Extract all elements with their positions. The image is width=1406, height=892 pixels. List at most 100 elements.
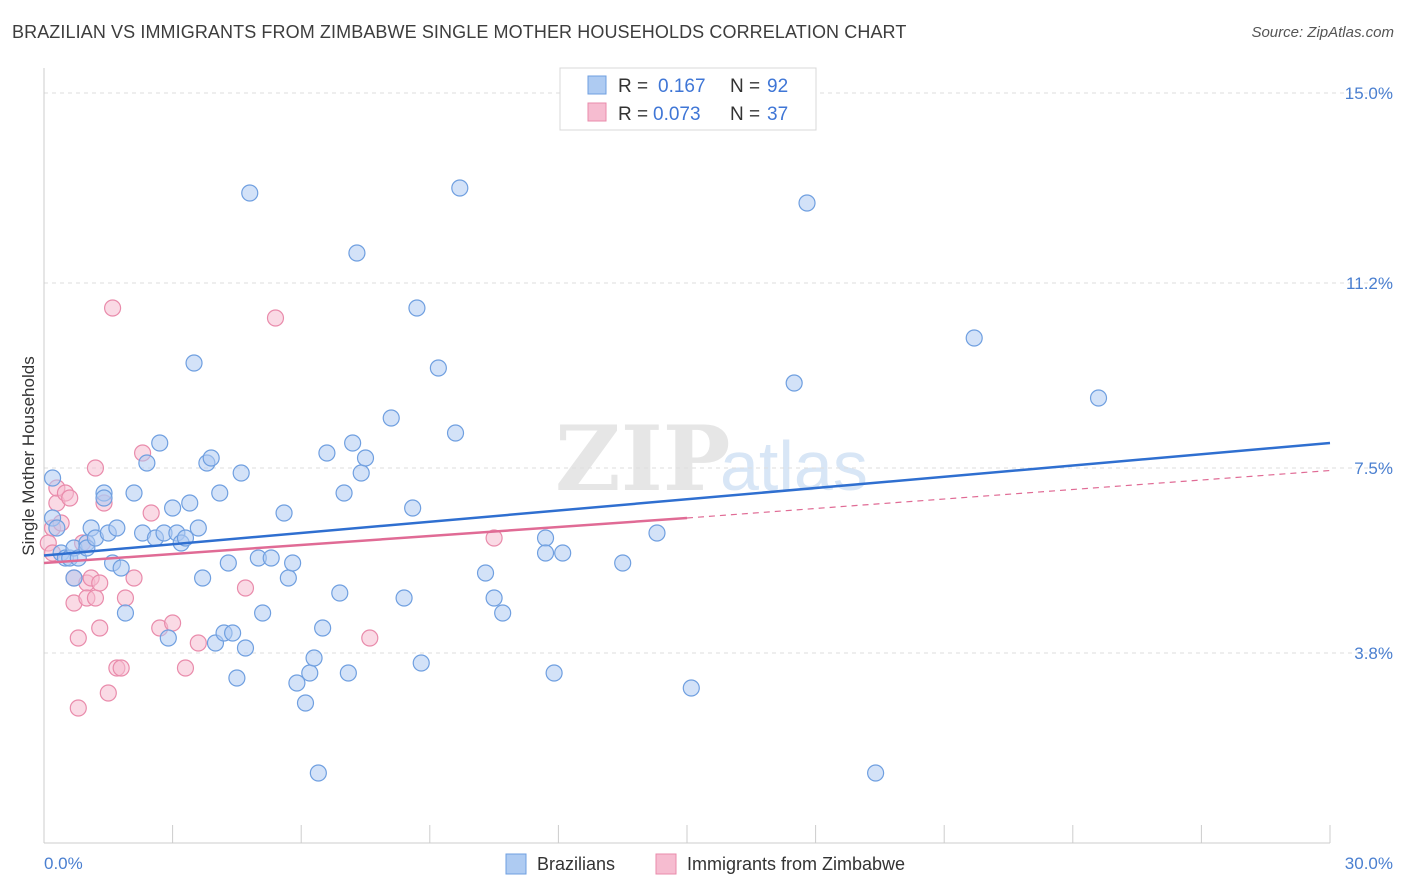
brazilian-point <box>536 544 555 562</box>
brazilian-point <box>138 454 156 472</box>
brazilian-point <box>785 374 803 392</box>
bottom-legend-swatch-brazilians <box>505 853 527 875</box>
zimbabwe-point <box>361 629 379 647</box>
brazilian-point <box>682 679 700 697</box>
brazilian-point <box>202 449 220 467</box>
brazilian-point <box>224 624 242 642</box>
y-tick-label: 3.8% <box>1354 644 1393 663</box>
brazilian-point <box>279 569 297 587</box>
x-tick-label-min: 0.0% <box>44 854 83 873</box>
zimbabwe-point <box>69 629 87 647</box>
bottom-legend-swatch-zimbabwe <box>655 853 677 875</box>
brazilians-trend-line <box>43 441 1331 557</box>
trend-lines <box>43 441 1331 565</box>
legend-r-label-1: R = <box>618 76 648 97</box>
brazilian-point <box>159 629 177 647</box>
brazilian-point <box>404 499 422 517</box>
legend-swatch-zimbabwe <box>587 102 607 122</box>
y-tick-label: 7.5% <box>1354 459 1393 478</box>
brazilian-point <box>108 519 126 537</box>
brazilian-point <box>331 584 349 602</box>
brazilian-point <box>288 674 306 692</box>
legend-n-label-2: N = <box>730 104 760 125</box>
zimbabwe-point <box>236 579 255 597</box>
legend-swatch-brazilians <box>587 75 607 95</box>
brazilian-point <box>429 359 447 377</box>
watermark-atlas: atlas <box>720 427 868 505</box>
gridlines <box>44 92 1393 654</box>
brazilian-point <box>254 604 272 622</box>
watermark-zip: ZIP <box>555 406 730 512</box>
correlation-legend: R = 0.167 N = 92 R = 0.073 N = 37 <box>559 67 817 131</box>
zimbabwe-point <box>112 659 130 677</box>
source-label: Source: ZipAtlas.com <box>1251 24 1394 41</box>
brazilian-point <box>65 569 83 587</box>
brazilian-point <box>228 669 246 687</box>
bottom-legend-label-zimbabwe: Immigrants from Zimbabwe <box>687 854 905 874</box>
brazilian-point <box>151 434 169 452</box>
brazilian-point <box>476 564 495 582</box>
zimbabwe-point <box>176 659 195 677</box>
legend-r-value-2: 0.073 <box>653 104 701 125</box>
brazilian-point <box>798 194 816 212</box>
brazilian-point <box>116 604 135 622</box>
brazilian-point <box>194 569 212 587</box>
brazilian-point <box>494 604 512 622</box>
brazilian-point <box>262 549 280 567</box>
brazilian-point <box>219 554 237 572</box>
brazilian-point <box>43 469 62 487</box>
x-tick-label-max: 30.0% <box>1345 854 1393 873</box>
zimbabwe-point <box>266 309 285 327</box>
brazilian-point <box>536 529 555 547</box>
brazilian-point <box>211 484 229 502</box>
legend-n-value-2: 37 <box>767 104 788 125</box>
zimbabwe-point <box>91 619 109 637</box>
series-zimbabwe-points <box>39 299 503 717</box>
brazilian-point <box>296 694 315 712</box>
brazilian-point <box>318 444 336 462</box>
legend-r-label-2: R = <box>618 104 648 125</box>
brazilian-point <box>314 619 332 637</box>
brazilian-point <box>408 299 426 317</box>
brazilian-point <box>301 664 319 682</box>
y-axis-tick-labels: 3.8% 7.5% 11.2% 15.0% <box>1345 84 1393 663</box>
zimbabwe-point <box>125 569 143 587</box>
series-legend: Brazilians Immigrants from Zimbabwe <box>505 853 905 875</box>
zimbabwe-point <box>189 634 207 652</box>
brazilian-point <box>112 559 130 577</box>
brazilian-point <box>965 329 983 347</box>
bottom-legend-label-brazilians: Brazilians <box>537 854 615 874</box>
brazilian-point <box>648 524 666 542</box>
brazilian-point <box>164 499 182 517</box>
zimbabwe-point <box>86 459 105 477</box>
brazilian-point <box>545 664 563 682</box>
zimbabwe-point <box>91 574 109 592</box>
brazilian-point <box>241 184 259 202</box>
brazilian-point <box>305 649 323 667</box>
zimbabwe-point <box>164 614 182 632</box>
brazilian-point <box>554 544 572 562</box>
zimbabwe-point <box>61 489 79 507</box>
brazilian-point <box>348 244 366 262</box>
zimbabwe-point <box>99 684 117 702</box>
brazilian-point <box>48 519 66 537</box>
zimbabwe-trend-extension <box>686 469 1331 519</box>
brazilian-point <box>95 489 113 507</box>
chart-title: BRAZILIAN VS IMMIGRANTS FROM ZIMBABWE SI… <box>12 22 907 42</box>
brazilian-point <box>284 554 302 572</box>
brazilian-point <box>356 449 375 467</box>
watermark: ZIP atlas <box>555 406 868 512</box>
zimbabwe-point <box>116 589 135 607</box>
brazilian-point <box>614 554 632 572</box>
brazilian-point <box>485 589 503 607</box>
y-axis-label: Single Mother Households <box>19 356 38 555</box>
legend-r-value-1: 0.167 <box>658 76 706 97</box>
zimbabwe-point <box>69 699 87 717</box>
brazilian-point <box>451 179 469 197</box>
brazilian-point <box>382 409 400 427</box>
y-tick-label: 11.2% <box>1346 274 1393 293</box>
zimbabwe-point <box>103 299 122 317</box>
brazilian-point <box>344 434 362 452</box>
brazilian-point <box>275 504 293 522</box>
legend-n-label-1: N = <box>730 76 760 97</box>
